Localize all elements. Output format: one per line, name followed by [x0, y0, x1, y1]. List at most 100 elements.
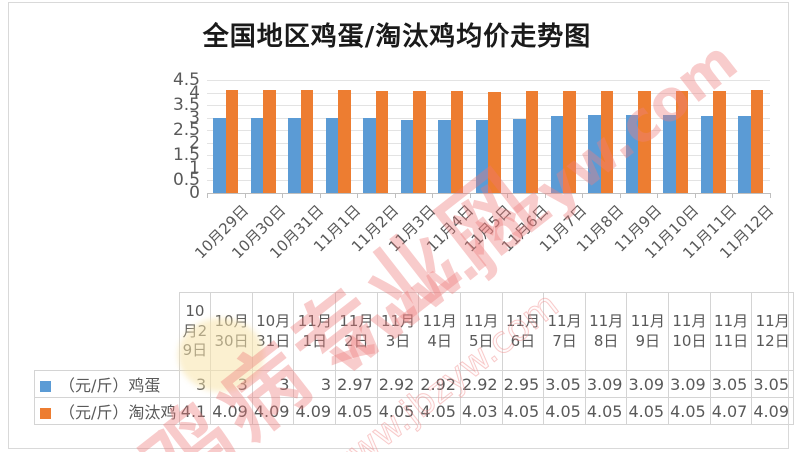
x-axis-tick — [732, 193, 734, 198]
culled-chicken-bar — [750, 90, 764, 193]
x-axis-tick — [282, 193, 284, 198]
egg-bar — [588, 115, 601, 193]
egg-bar — [550, 116, 564, 193]
egg-value-cell: 2.92 — [418, 370, 461, 398]
egg-value-cell: 3 — [251, 370, 295, 398]
culled-chicken-bar — [413, 91, 426, 193]
egg-value-cell: 2.95 — [501, 370, 545, 398]
culled-chicken-bar — [525, 91, 539, 193]
egg-bar — [663, 115, 676, 193]
egg-row: （元/斤）鸡蛋 3 3 3 3 2.97 2.92 2.92 2.92 2.95 3.05 3.09 3… — [34, 370, 794, 398]
egg-value-cell: 3 — [178, 370, 212, 398]
x-axis-tick — [432, 193, 434, 198]
x-axis-tick — [394, 193, 396, 198]
culled-chicken-row: （元/斤）淘汰鸡 4.1 4.09 4.09 4.09 4.05 4.05 4.05 4.03 4… — [34, 397, 794, 425]
y-axis-tick-label: 0 — [189, 183, 200, 203]
chicken-value-cell: 4.05 — [584, 397, 628, 425]
culled-chicken-bar — [488, 91, 501, 193]
x-axis-tick — [244, 193, 246, 198]
chicken-value-cell: 4.05 — [543, 397, 586, 425]
egg-bar — [475, 119, 489, 193]
chicken-value-cell: 4.1 — [178, 397, 212, 425]
table-header-row: 10月29日 10月30日 10月31日 11月1日 11月2日 11月3日 11月4日 11… — [35, 292, 794, 371]
chicken-value-cell: 4.09 — [251, 397, 295, 425]
egg-bar — [513, 118, 526, 193]
culled-chicken-bar — [225, 90, 238, 193]
egg-bar — [213, 117, 226, 193]
date-header-cell: 11月4日 — [418, 292, 461, 371]
date-header-cell: 11月1日 — [293, 292, 337, 371]
egg-value-cell: 3.09 — [626, 370, 670, 398]
y-axis-tick-label: 3.5 — [172, 95, 200, 116]
culled-chicken-bar — [300, 90, 314, 193]
chicken-legend-swatch-icon — [40, 408, 51, 419]
y-axis-tick-label: 4.5 — [172, 70, 200, 90]
date-header-cell: 11月2日 — [335, 292, 378, 371]
egg-value-cell: 3.05 — [543, 370, 586, 398]
egg-legend-swatch-icon — [40, 381, 51, 392]
x-axis-tick — [582, 193, 584, 198]
x-axis-tick — [544, 193, 546, 198]
culled-chicken-bar — [600, 91, 614, 193]
date-header-cell: 11月8日 — [584, 292, 628, 371]
x-axis-tick — [770, 193, 771, 198]
chart-title: 全国地区鸡蛋/淘汰鸡均价走势图 — [202, 22, 592, 52]
x-axis-tick — [357, 193, 359, 198]
legend-egg: （元/斤）鸡蛋 — [34, 370, 180, 398]
plot-area — [207, 80, 771, 198]
y-axis-tick-label: 2.5 — [172, 120, 200, 141]
chicken-value-cell: 4.05 — [335, 397, 378, 425]
y-axis-tick-label: 0.5 — [172, 170, 200, 191]
chicken-value-cell: 4.03 — [459, 397, 503, 425]
series-name-label: （元/斤）鸡蛋 — [59, 376, 161, 395]
legend-chicken: （元/斤）淘汰鸡 — [34, 397, 180, 425]
gridline — [207, 80, 770, 81]
egg-value-cell: 2.97 — [335, 370, 378, 398]
x-axis-tick — [619, 193, 621, 198]
date-header-cell: 11月6日 — [501, 292, 545, 371]
date-header-cell: 11月5日 — [459, 292, 503, 371]
culled-chicken-bar — [638, 91, 651, 193]
y-axis-tick-label: 4 — [189, 82, 200, 103]
date-header-cell: 10月29日 — [178, 292, 212, 371]
egg-bar — [325, 117, 339, 193]
series-name-label: （元/斤）淘汰鸡 — [59, 403, 177, 422]
chicken-value-cell: 4.05 — [376, 397, 420, 425]
chicken-value-cell: 4.05 — [501, 397, 545, 425]
date-header-cell: 11月3日 — [376, 292, 420, 371]
date-header-cell: 10月30日 — [210, 292, 253, 371]
egg-value-cell: 3.05 — [751, 370, 794, 398]
date-header-cell: 10月31日 — [251, 292, 295, 371]
y-axis-tick-label: 1 — [189, 157, 200, 178]
x-axis-tick — [207, 193, 208, 198]
x-axis-tick — [507, 193, 509, 198]
egg-bar — [700, 116, 714, 193]
table-corner-cell — [35, 293, 180, 371]
culled-chicken-bar — [450, 91, 464, 193]
egg-value-cell: 2.92 — [459, 370, 503, 398]
chicken-value-cell: 4.05 — [418, 397, 461, 425]
egg-value-cell: 3 — [293, 370, 337, 398]
chicken-value-cell: 4.07 — [709, 397, 753, 425]
egg-bar — [438, 119, 451, 193]
chicken-value-cell: 4.05 — [626, 397, 670, 425]
culled-chicken-bar — [563, 91, 576, 193]
egg-value-cell: 3.05 — [709, 370, 753, 398]
chicken-value-cell: 4.09 — [210, 397, 253, 425]
egg-bar — [738, 116, 751, 193]
egg-bar — [625, 115, 639, 193]
date-header-cell: 11月9日 — [626, 292, 670, 371]
egg-bar — [363, 118, 376, 193]
egg-bar — [400, 119, 414, 193]
culled-chicken-bar — [338, 90, 351, 193]
x-axis-tick — [694, 193, 696, 198]
egg-value-cell: 3.09 — [584, 370, 628, 398]
date-header-cell: 11月11日 — [709, 292, 753, 371]
x-axis-tick — [319, 193, 321, 198]
egg-value-cell: 2.92 — [376, 370, 420, 398]
culled-chicken-bar — [375, 91, 389, 193]
x-axis-tick — [657, 193, 659, 198]
chicken-value-cell: 4.09 — [293, 397, 337, 425]
date-header-cell: 11月12日 — [751, 292, 794, 371]
